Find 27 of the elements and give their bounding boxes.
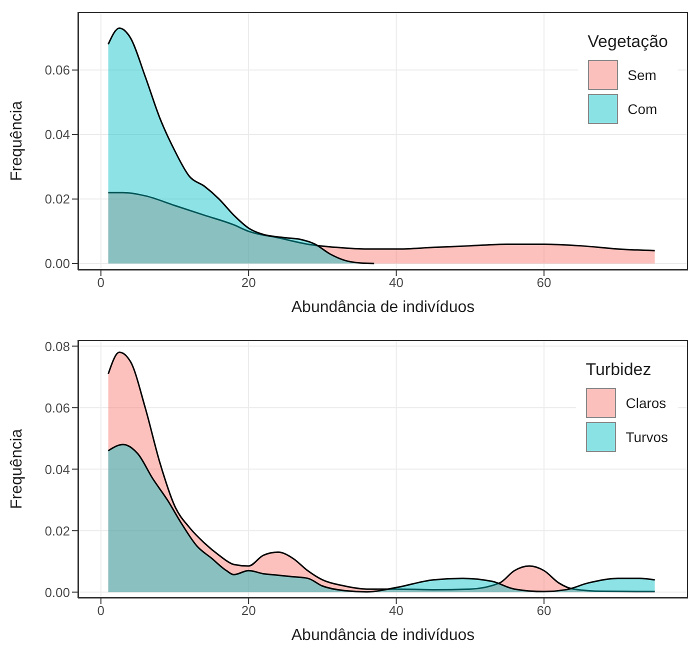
x-tick-label: 60 xyxy=(536,603,552,618)
y-axis-title: Frequência xyxy=(8,100,26,181)
y-tick-label: 0.08 xyxy=(44,338,70,354)
x-tick-label: 20 xyxy=(241,275,256,290)
legend-title: Vegetação xyxy=(588,32,668,52)
y-tick-label: 0.02 xyxy=(44,523,70,538)
x-axis-title: Abundância de indivíduos xyxy=(291,627,475,644)
legend-label: Sem xyxy=(628,67,656,83)
legend-label: Claros xyxy=(626,395,666,411)
y-tick-label: 0.04 xyxy=(44,462,70,477)
y-axis-title: Frequência xyxy=(8,428,26,509)
legend-title: Turbidez xyxy=(586,360,652,380)
y-tick-label: 0.06 xyxy=(44,62,70,78)
y-tick-label: 0.00 xyxy=(44,584,70,600)
x-tick-label: 40 xyxy=(389,275,404,290)
x-tick-label: 0 xyxy=(97,603,105,618)
x-tick-label: 40 xyxy=(389,603,404,618)
y-tick-label: 0.00 xyxy=(44,256,70,272)
x-tick-label: 60 xyxy=(536,275,552,290)
y-tick-label: 0.06 xyxy=(44,400,70,416)
y-tick-label: 0.04 xyxy=(44,127,70,142)
x-tick-label: 0 xyxy=(97,275,105,290)
legend-label: Com xyxy=(628,101,658,117)
y-tick-label: 0.02 xyxy=(44,192,70,207)
x-axis-title: Abundância de indivíduos xyxy=(291,299,475,316)
x-tick-label: 20 xyxy=(241,603,256,618)
legend-label: Turvos xyxy=(626,429,668,445)
